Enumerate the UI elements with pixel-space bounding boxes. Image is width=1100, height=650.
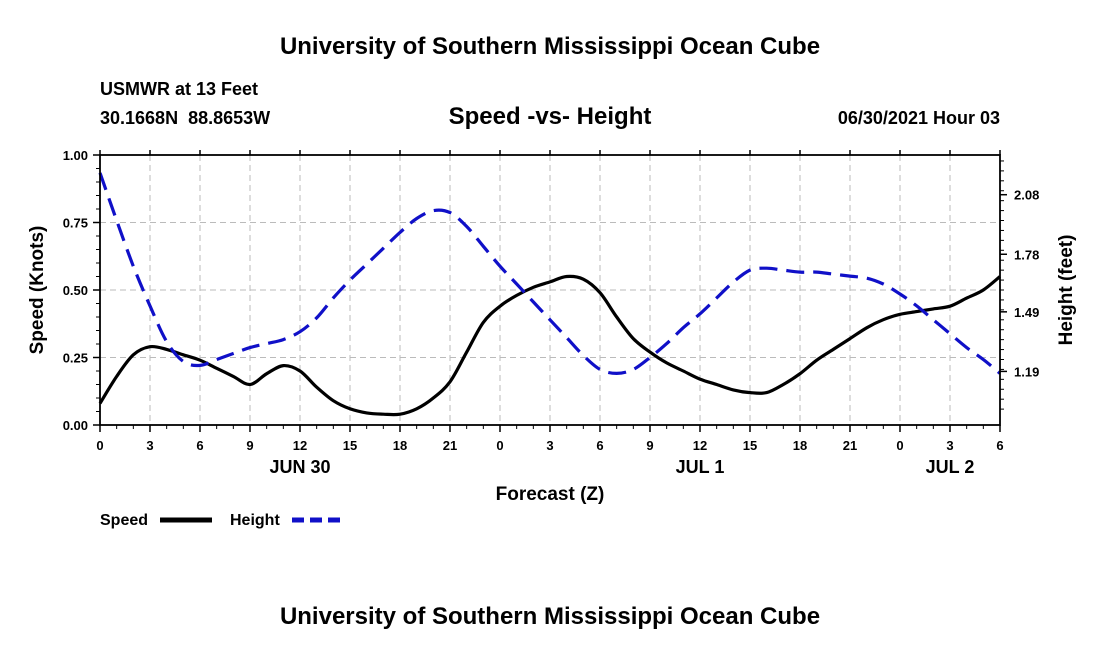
station-label: USMWR at 13 Feet: [100, 79, 258, 99]
x-tick-label: 0: [896, 438, 903, 453]
speed-series-line: [98, 274, 1002, 417]
y-tick-label: 1.00: [63, 148, 88, 163]
page-title: University of Southern Mississippi Ocean…: [280, 33, 820, 60]
timestamp-label: 06/30/2021 Hour 03: [838, 108, 1000, 128]
y-tick-label: 0.75: [63, 216, 88, 231]
y2-axis-title: Height (feet): [1056, 235, 1077, 346]
x-tick-label: 15: [343, 438, 357, 453]
x-tick-label: 9: [646, 438, 653, 453]
x-tick-label: 3: [946, 438, 953, 453]
y2-tick-label: 1.78: [1014, 247, 1039, 262]
y-axis-left: 0.00 0.25 0.50 0.75 1.00: [63, 148, 100, 433]
y-tick-label: 0.00: [63, 418, 88, 433]
y-axis-right: 1.19 1.49 1.78 2.08: [1000, 160, 1039, 410]
legend: Speed Height: [100, 512, 342, 529]
x-tick-label: 3: [546, 438, 553, 453]
x-tick-label: 0: [496, 438, 503, 453]
x-tick-label: 6: [196, 438, 203, 453]
y-tick-label: 0.50: [63, 283, 88, 298]
y2-tick-label: 2.08: [1014, 188, 1039, 203]
x-tick-label: 15: [743, 438, 757, 453]
grid-lines: [100, 155, 1000, 425]
footer-title: University of Southern Mississippi Ocean…: [280, 603, 820, 630]
x-tick-label: 21: [843, 438, 857, 453]
y-tick-label: 0.25: [63, 351, 88, 366]
legend-height-label: Height: [230, 512, 280, 529]
height-series-line: [98, 172, 1002, 375]
coordinates-label: 30.1668N 88.8653W: [100, 108, 270, 128]
x-tick-label: 18: [393, 438, 407, 453]
date-label: JUL 1: [676, 457, 725, 477]
x-tick-label: 12: [293, 438, 307, 453]
x-axis-title: Forecast (Z): [496, 484, 605, 505]
x-tick-label: 6: [596, 438, 603, 453]
x-tick-label: 6: [996, 438, 1003, 453]
legend-speed-label: Speed: [100, 512, 148, 529]
x-tick-label: 21: [443, 438, 457, 453]
date-label: JUL 2: [926, 457, 975, 477]
x-tick-label: 0: [96, 438, 103, 453]
x-tick-label: 12: [693, 438, 707, 453]
series-layer: [98, 172, 1002, 417]
y2-tick-label: 1.19: [1014, 364, 1039, 379]
x-tick-label: 3: [146, 438, 153, 453]
x-tick-label: 18: [793, 438, 807, 453]
y-axis-title: Speed (Knots): [27, 226, 48, 355]
x-axis: 0 3 6 9 12 15 18 21 0 3 6 9 12 15 18 21 0 3 6 JUN 30 JUL 1 JU…: [96, 150, 1004, 477]
x-tick-label: 9: [246, 438, 253, 453]
plot-title: Speed -vs- Height: [449, 103, 652, 130]
y2-tick-label: 1.49: [1014, 305, 1039, 320]
date-label: JUN 30: [269, 457, 330, 477]
